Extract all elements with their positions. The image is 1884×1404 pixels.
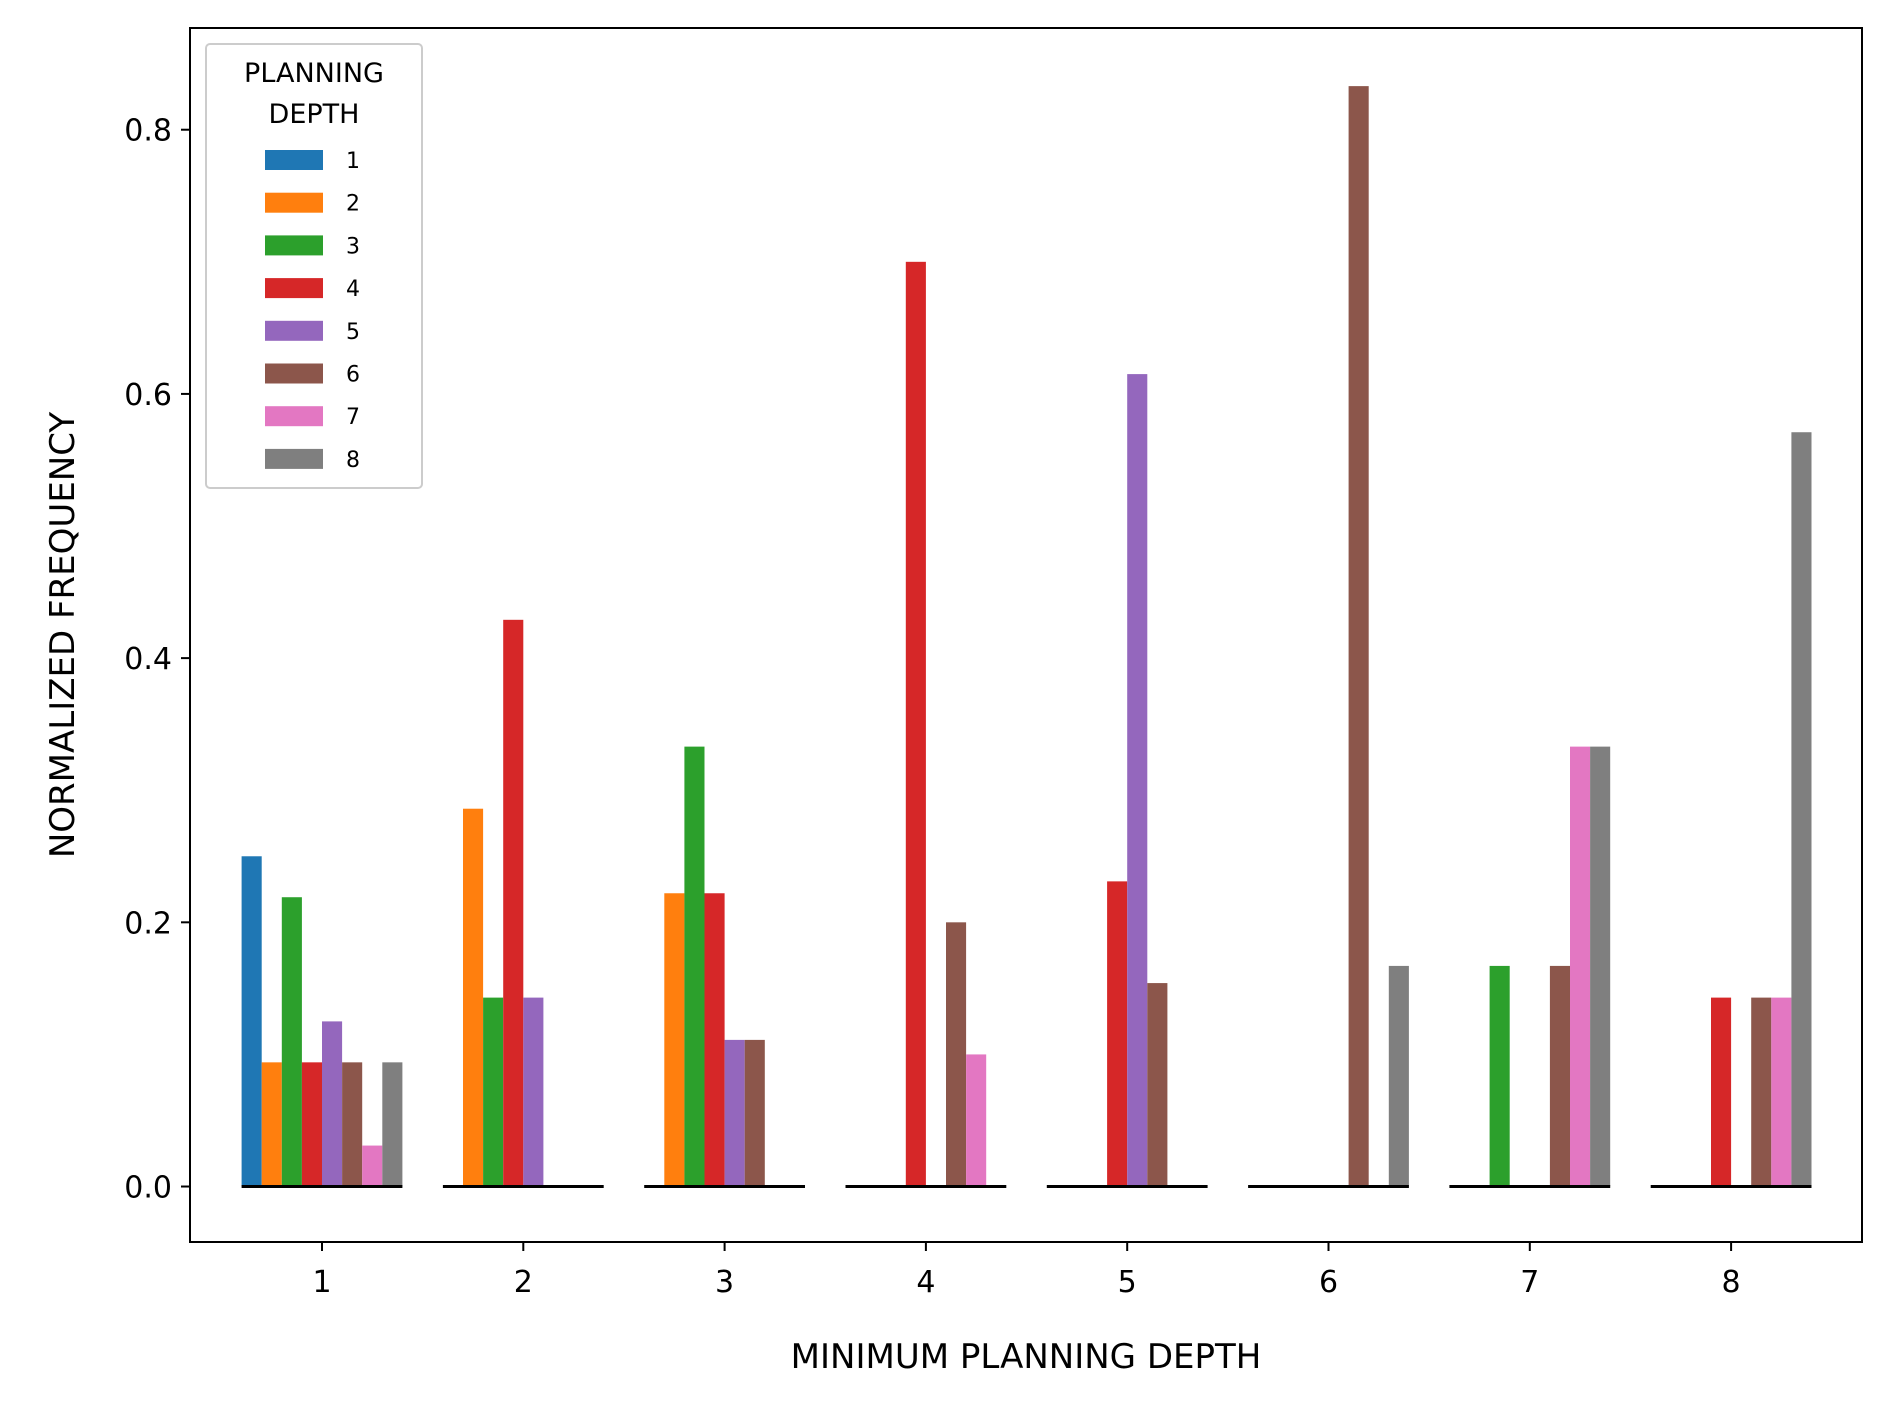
bar-series-6-category-1 (342, 1062, 363, 1187)
legend-box (205, 43, 423, 489)
bar-series-5-category-2 (523, 997, 544, 1187)
bar-series-4-category-1 (301, 1062, 322, 1187)
bar-series-5-category-3 (724, 1039, 745, 1187)
legend-label-5: 5 (346, 320, 360, 345)
x-axis-label: MINIMUM PLANNING DEPTH (791, 1337, 1262, 1377)
bar-series-8-category-8 (1791, 432, 1812, 1187)
bar-series-4-category-8 (1711, 997, 1732, 1187)
bar-series-3-category-3 (684, 746, 705, 1187)
legend-swatch-2 (265, 192, 323, 213)
legend-label-2: 2 (346, 192, 360, 217)
bar-series-1-category-1 (241, 856, 262, 1187)
legend-label-7: 7 (346, 405, 360, 430)
bar-series-4-category-5 (1107, 881, 1128, 1187)
x-tick-label: 5 (1118, 1265, 1137, 1300)
legend: PLANNING DEPTH 1 2 3 4 5 6 7 8 (205, 43, 423, 489)
bars-layer (241, 86, 1812, 1187)
bar-series-6-category-7 (1549, 965, 1570, 1187)
legend-swatch-1 (265, 150, 323, 170)
bar-series-2-category-3 (664, 893, 685, 1187)
bar-series-7-category-1 (362, 1145, 383, 1187)
legend-title-line-2: DEPTH (269, 99, 360, 130)
bar-series-7-category-8 (1771, 997, 1792, 1187)
bar-series-3-category-7 (1489, 965, 1510, 1187)
bar-series-8-category-1 (382, 1062, 403, 1187)
x-tick-label: 1 (312, 1265, 331, 1300)
x-tick-label: 4 (916, 1265, 935, 1300)
legend-label-6: 6 (346, 363, 360, 388)
y-axis: 0.0 0.2 0.4 0.6 0.8 (124, 114, 190, 1206)
legend-label-3: 3 (346, 234, 360, 259)
bar-series-7-category-4 (966, 1054, 987, 1187)
plot-area-frame (189, 27, 1863, 1243)
bar-series-4-category-2 (503, 619, 524, 1187)
bar-series-6-category-5 (1147, 983, 1168, 1187)
y-tick-label: 0.4 (124, 642, 172, 677)
legend-items: 1 2 3 4 5 6 7 8 (265, 149, 360, 473)
y-tick-label: 0.8 (124, 114, 172, 149)
legend-title-line-1: PLANNING (244, 58, 384, 89)
bar-series-2-category-1 (261, 1062, 282, 1187)
legend-swatch-7 (265, 406, 323, 427)
legend-swatch-6 (265, 363, 323, 384)
bar-series-7-category-7 (1570, 746, 1591, 1187)
bar-series-3-category-1 (281, 897, 302, 1187)
legend-label-8: 8 (346, 448, 360, 473)
x-axis: 1 2 3 4 5 6 7 8 (312, 1242, 1741, 1300)
x-tick-label: 3 (715, 1265, 734, 1300)
legend-swatch-5 (265, 320, 323, 341)
bar-series-6-category-8 (1751, 997, 1772, 1187)
bar-series-8-category-7 (1590, 746, 1611, 1187)
y-axis-label: NORMALIZED FREQUENCY (43, 412, 83, 859)
x-tick-label: 8 (1722, 1265, 1741, 1300)
y-tick-label: 0.2 (124, 906, 172, 941)
bar-series-2-category-2 (463, 808, 484, 1187)
bar-series-5-category-1 (322, 1021, 343, 1187)
bar-series-6-category-6 (1348, 86, 1369, 1187)
bar-series-8-category-6 (1388, 965, 1409, 1187)
legend-label-1: 1 (346, 149, 360, 174)
x-tick-label: 7 (1520, 1265, 1539, 1300)
y-tick-label: 0.6 (124, 378, 172, 413)
y-tick-label: 0.0 (124, 1171, 172, 1206)
bar-series-6-category-3 (744, 1039, 765, 1187)
legend-swatch-3 (265, 235, 323, 256)
x-tick-label: 6 (1319, 1265, 1338, 1300)
x-tick-label: 2 (514, 1265, 533, 1300)
bar-series-4-category-4 (905, 261, 926, 1187)
bar-series-4-category-3 (704, 893, 725, 1187)
legend-label-4: 4 (346, 277, 360, 302)
legend-swatch-8 (265, 448, 323, 469)
bar-series-6-category-4 (946, 922, 967, 1187)
legend-swatch-4 (265, 278, 323, 299)
bar-series-3-category-2 (483, 997, 504, 1187)
bar-series-5-category-5 (1127, 374, 1148, 1187)
